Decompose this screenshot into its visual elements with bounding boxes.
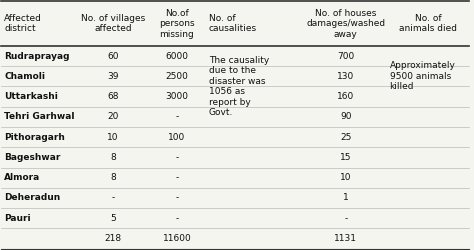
Text: 218: 218 xyxy=(104,234,122,243)
Text: No. of houses
damages/washed
away: No. of houses damages/washed away xyxy=(306,9,385,38)
Text: -: - xyxy=(175,214,179,223)
Text: Deheradun: Deheradun xyxy=(4,194,60,202)
Text: No. of villages
affected: No. of villages affected xyxy=(81,14,145,33)
Text: 160: 160 xyxy=(337,92,355,101)
Text: 10: 10 xyxy=(340,173,351,182)
Text: 25: 25 xyxy=(340,132,351,141)
Text: 2500: 2500 xyxy=(165,72,188,81)
Text: -: - xyxy=(175,173,179,182)
Text: Pithoragarh: Pithoragarh xyxy=(4,132,65,141)
Text: Chamoli: Chamoli xyxy=(4,72,45,81)
Text: Rudraprayag: Rudraprayag xyxy=(4,52,70,60)
Text: 5: 5 xyxy=(110,214,116,223)
Text: Approximately
9500 animals
killed: Approximately 9500 animals killed xyxy=(390,62,456,91)
Text: 90: 90 xyxy=(340,112,351,121)
Text: -: - xyxy=(344,214,347,223)
Text: 8: 8 xyxy=(110,153,116,162)
Text: -: - xyxy=(175,153,179,162)
Text: Uttarkashi: Uttarkashi xyxy=(4,92,58,101)
Text: 1131: 1131 xyxy=(334,234,357,243)
Text: 15: 15 xyxy=(340,153,351,162)
Text: The causality
due to the
disaster was
1056 as
report by
Govt.: The causality due to the disaster was 10… xyxy=(209,56,269,117)
Text: No. of
causalities: No. of causalities xyxy=(209,14,257,33)
Text: Bageshwar: Bageshwar xyxy=(4,153,60,162)
Text: 6000: 6000 xyxy=(165,52,188,60)
Text: -: - xyxy=(175,112,179,121)
Text: Affected
district: Affected district xyxy=(4,14,42,33)
Text: No. of
animals died: No. of animals died xyxy=(399,14,457,33)
Text: 60: 60 xyxy=(107,52,119,60)
Text: 8: 8 xyxy=(110,173,116,182)
Text: 10: 10 xyxy=(107,132,119,141)
Text: -: - xyxy=(111,194,115,202)
Text: 3000: 3000 xyxy=(165,92,188,101)
Text: 700: 700 xyxy=(337,52,355,60)
Text: 39: 39 xyxy=(107,72,119,81)
Text: 11600: 11600 xyxy=(163,234,191,243)
Text: 130: 130 xyxy=(337,72,355,81)
Text: -: - xyxy=(175,194,179,202)
Text: 20: 20 xyxy=(108,112,119,121)
Text: Almora: Almora xyxy=(4,173,40,182)
Text: 68: 68 xyxy=(107,92,119,101)
Text: 100: 100 xyxy=(168,132,185,141)
Text: Pauri: Pauri xyxy=(4,214,31,223)
Text: No.of
persons
missing: No.of persons missing xyxy=(159,9,195,38)
Text: 1: 1 xyxy=(343,194,348,202)
Text: Tehri Garhwal: Tehri Garhwal xyxy=(4,112,74,121)
